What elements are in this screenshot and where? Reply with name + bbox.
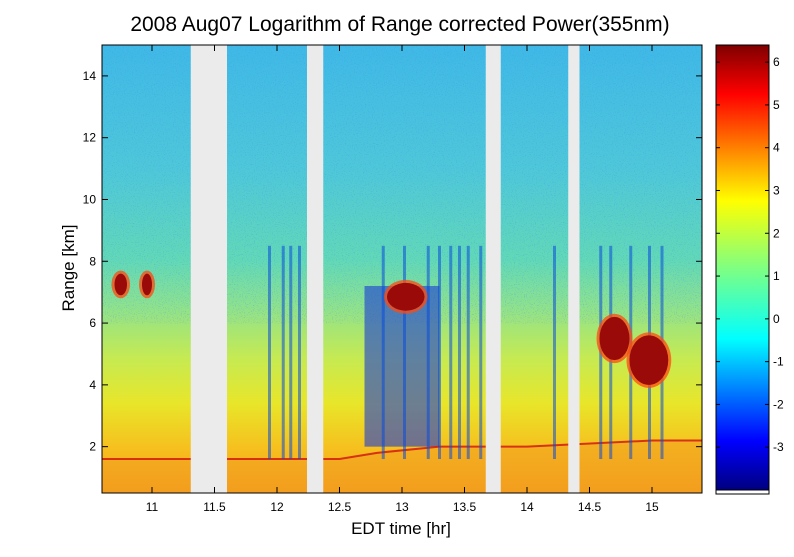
x-axis-label: EDT time [hr] xyxy=(351,519,451,538)
shadow-streak xyxy=(281,245,285,460)
shadow-streak xyxy=(426,245,430,460)
cloud-layer xyxy=(629,335,669,385)
x-tick-label: 14.5 xyxy=(578,500,602,514)
shadow-streak xyxy=(403,245,406,460)
plot-area xyxy=(101,44,703,494)
y-tick-label: 4 xyxy=(89,378,96,392)
shadow-streak xyxy=(268,245,271,460)
colorbar-tick-label: 1 xyxy=(773,269,780,283)
colorbar-tick-label: -2 xyxy=(773,397,784,411)
x-tick-label: 14 xyxy=(520,500,534,514)
y-tick-label: 2 xyxy=(89,440,96,454)
colorbar-bottom-edge xyxy=(715,489,770,495)
colorbar-tick-label: 2 xyxy=(773,226,780,240)
shadow-streak xyxy=(298,245,301,460)
y-tick-label: 8 xyxy=(89,254,96,268)
x-tick-label: 13.5 xyxy=(453,500,477,514)
x-tick-label: 11 xyxy=(146,500,159,514)
colorbar-gradient xyxy=(715,44,770,491)
data-gap xyxy=(307,45,324,493)
colorbar-tick-label: -3 xyxy=(773,440,784,454)
cloud-layer xyxy=(114,273,127,296)
shadow-streak xyxy=(381,245,385,460)
shadow-streak xyxy=(438,245,441,460)
y-tick-label: 12 xyxy=(83,131,97,145)
x-tick-label: 12.5 xyxy=(328,500,352,514)
data-gap xyxy=(568,45,580,493)
shadow-streak xyxy=(479,245,483,460)
cloud-layer xyxy=(142,273,152,296)
shadow-streak xyxy=(449,245,453,460)
colorbar-tick-label: 4 xyxy=(773,141,780,155)
x-tick-label: 13 xyxy=(395,500,409,514)
chart-title: 2008 Aug07 Logarithm of Range corrected … xyxy=(130,13,669,36)
boundary-layer xyxy=(102,440,702,493)
shadow-streak xyxy=(466,245,470,460)
shadow-streak xyxy=(553,245,556,460)
colorbar-tick-label: 0 xyxy=(773,312,780,326)
x-tick-label: 15 xyxy=(645,500,659,514)
y-tick-label: 10 xyxy=(83,192,97,206)
colorbar-tick-label: 3 xyxy=(773,183,780,197)
colorbar-tick-label: 6 xyxy=(773,55,780,69)
y-tick-label: 14 xyxy=(83,69,97,83)
y-axis-label: Range [km] xyxy=(59,225,78,312)
x-axis: 11 11.5 12 12.5 13 13.5 14 14.5 15 xyxy=(146,45,659,514)
cloud-layer xyxy=(599,316,630,361)
y-axis: 2 4 6 8 10 12 14 xyxy=(83,69,702,454)
heatmap-image xyxy=(102,45,702,493)
y-tick-label: 6 xyxy=(89,316,96,330)
cloud-layer xyxy=(387,282,425,311)
x-tick-label: 12 xyxy=(270,500,284,514)
data-gap xyxy=(190,45,227,493)
data-gap xyxy=(485,45,501,493)
x-tick-label: 11.5 xyxy=(203,500,226,514)
colorbar: -3 -2 -1 0 1 2 3 4 5 6 xyxy=(715,44,784,495)
shadow-streak xyxy=(289,245,293,460)
shadow-streak xyxy=(458,245,461,460)
colorbar-tick-label: 5 xyxy=(773,98,780,112)
colorbar-tick-label: -1 xyxy=(773,355,784,369)
